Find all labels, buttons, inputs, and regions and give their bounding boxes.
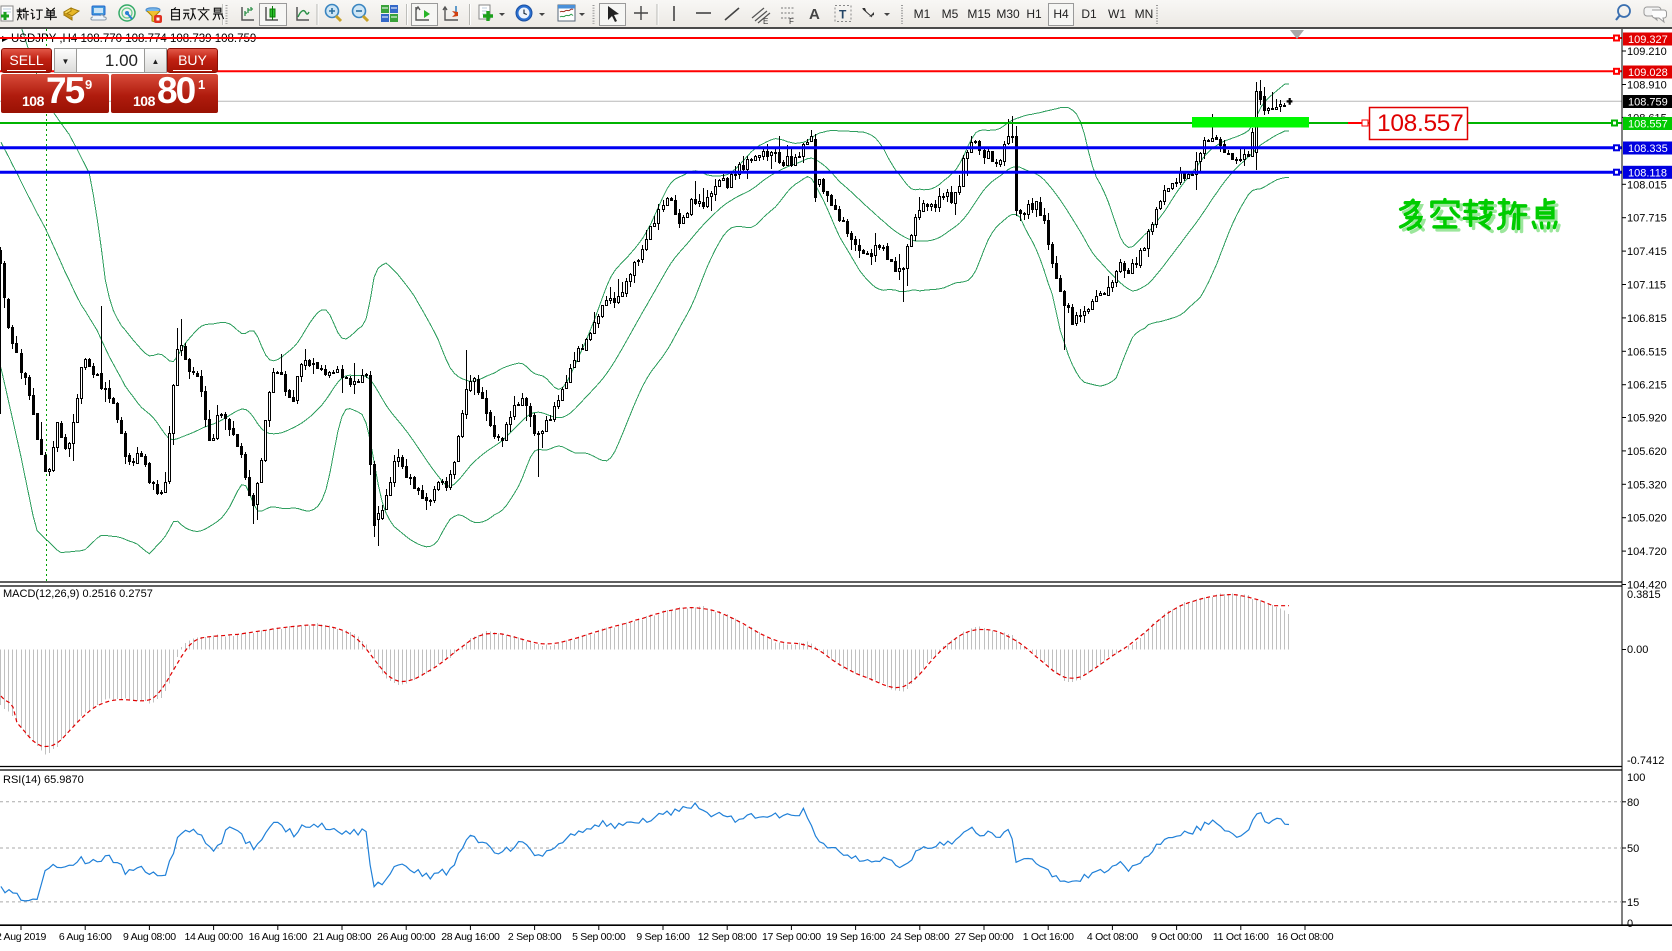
svg-text:107.715: 107.715 (1627, 213, 1667, 225)
svg-text:2 Aug 2019: 2 Aug 2019 (0, 931, 47, 943)
svg-text:104.420: 104.420 (1627, 580, 1667, 592)
svg-text:106.515: 106.515 (1627, 346, 1667, 358)
svg-text:-0.7412: -0.7412 (1627, 755, 1664, 767)
svg-text:11 Oct 16:00: 11 Oct 16:00 (1213, 931, 1269, 943)
svg-text:80: 80 (1627, 797, 1639, 809)
svg-text:4 Oct 08:00: 4 Oct 08:00 (1087, 931, 1138, 943)
svg-text:109.327: 109.327 (1628, 34, 1668, 46)
svg-text:F: F (789, 17, 794, 26)
svg-text:27 Sep 00:00: 27 Sep 00:00 (955, 931, 1014, 943)
svg-text:14 Aug 00:00: 14 Aug 00:00 (184, 931, 243, 943)
svg-text:H1: H1 (1026, 7, 1042, 21)
svg-text:M15: M15 (967, 7, 991, 21)
svg-text:16 Oct 08:00: 16 Oct 08:00 (1277, 931, 1334, 943)
svg-text:17 Sep 00:00: 17 Sep 00:00 (762, 931, 821, 943)
svg-text:26 Aug 00:00: 26 Aug 00:00 (377, 931, 436, 943)
svg-text:50: 50 (1627, 843, 1639, 855)
svg-text:E: E (763, 17, 768, 26)
svg-text:M30: M30 (996, 7, 1020, 21)
svg-text:6 Aug 16:00: 6 Aug 16:00 (59, 931, 112, 943)
svg-text:107.115: 107.115 (1627, 280, 1666, 292)
svg-text:D1: D1 (1081, 7, 1097, 21)
svg-text:RSI(14) 65.9870: RSI(14) 65.9870 (3, 774, 84, 786)
svg-text:5 Sep 00:00: 5 Sep 00:00 (572, 931, 626, 943)
svg-text:108.118: 108.118 (1628, 167, 1667, 179)
svg-text:105.020: 105.020 (1627, 513, 1667, 525)
svg-text:9 Sep 16:00: 9 Sep 16:00 (636, 931, 690, 943)
svg-text:12 Sep 08:00: 12 Sep 08:00 (698, 931, 757, 943)
svg-text:M1: M1 (914, 7, 931, 21)
svg-text:100: 100 (1627, 772, 1645, 784)
svg-text:108.015: 108.015 (1627, 179, 1667, 191)
svg-text:105.620: 105.620 (1627, 446, 1667, 458)
svg-text:106.815: 106.815 (1627, 313, 1667, 325)
svg-text:21 Aug 08:00: 21 Aug 08:00 (313, 931, 372, 943)
svg-text:105.920: 105.920 (1627, 413, 1667, 425)
svg-text:109.028: 109.028 (1628, 67, 1668, 79)
svg-text:A: A (809, 6, 820, 23)
svg-text:2 Sep 08:00: 2 Sep 08:00 (508, 931, 562, 943)
svg-text:108.335: 108.335 (1628, 143, 1668, 155)
svg-text:M5: M5 (942, 7, 959, 21)
svg-text:0.00: 0.00 (1627, 644, 1648, 656)
svg-text:W1: W1 (1108, 7, 1126, 21)
svg-text:0.3815: 0.3815 (1627, 589, 1661, 601)
svg-text:108.759: 108.759 (1628, 97, 1668, 109)
svg-text:19 Sep 16:00: 19 Sep 16:00 (826, 931, 885, 943)
svg-text:9 Oct 00:00: 9 Oct 00:00 (1151, 931, 1202, 943)
svg-text:9 Aug 08:00: 9 Aug 08:00 (123, 931, 176, 943)
svg-text:108.557: 108.557 (1377, 110, 1463, 137)
svg-text:108.910: 108.910 (1627, 80, 1667, 92)
svg-text:MN: MN (1135, 7, 1154, 21)
svg-text:1 Oct 16:00: 1 Oct 16:00 (1023, 931, 1074, 943)
svg-text:104.720: 104.720 (1627, 546, 1667, 558)
svg-text:H4: H4 (1053, 7, 1069, 21)
svg-text:109.210: 109.210 (1627, 46, 1667, 58)
svg-text:T: T (839, 8, 847, 22)
svg-text:MACD(12,26,9) 0.2516 0.2757: MACD(12,26,9) 0.2516 0.2757 (3, 588, 153, 600)
svg-text:105.320: 105.320 (1627, 479, 1667, 491)
svg-text:107.415: 107.415 (1627, 246, 1667, 258)
svg-text:106.215: 106.215 (1627, 380, 1667, 392)
svg-text:24 Sep 08:00: 24 Sep 08:00 (890, 931, 949, 943)
svg-text:16 Aug 16:00: 16 Aug 16:00 (249, 931, 308, 943)
svg-text:28 Aug 16:00: 28 Aug 16:00 (441, 931, 500, 943)
svg-text:108.557: 108.557 (1628, 119, 1668, 131)
svg-text:15: 15 (1627, 897, 1639, 909)
svg-text:0: 0 (1627, 918, 1633, 930)
